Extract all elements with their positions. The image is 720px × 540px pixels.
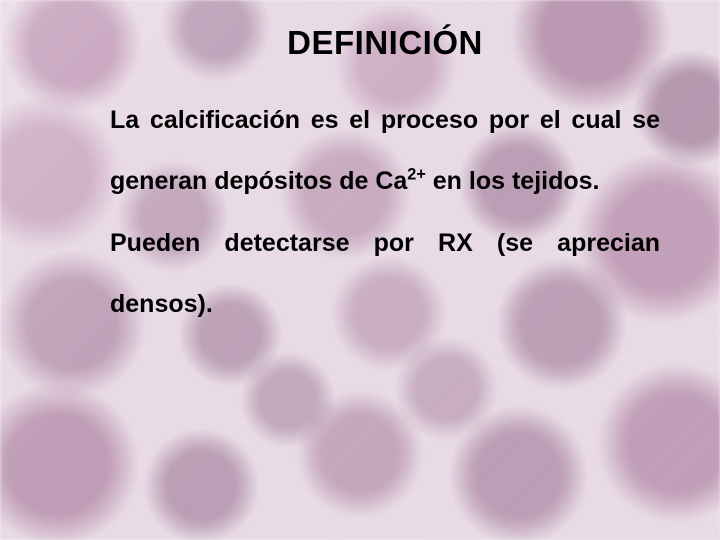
slide-content: DEFINICIÓN La calcificación es el proces… [0,0,720,540]
slide-title: DEFINICIÓN [110,24,660,62]
slide-body: La calcificación es el proceso por el cu… [110,90,660,335]
paragraph-2: Pueden detectarse por RX (se aprecian de… [110,213,660,336]
slide: DEFINICIÓN La calcificación es el proces… [0,0,720,540]
paragraph-1: La calcificación es el proceso por el cu… [110,90,660,213]
